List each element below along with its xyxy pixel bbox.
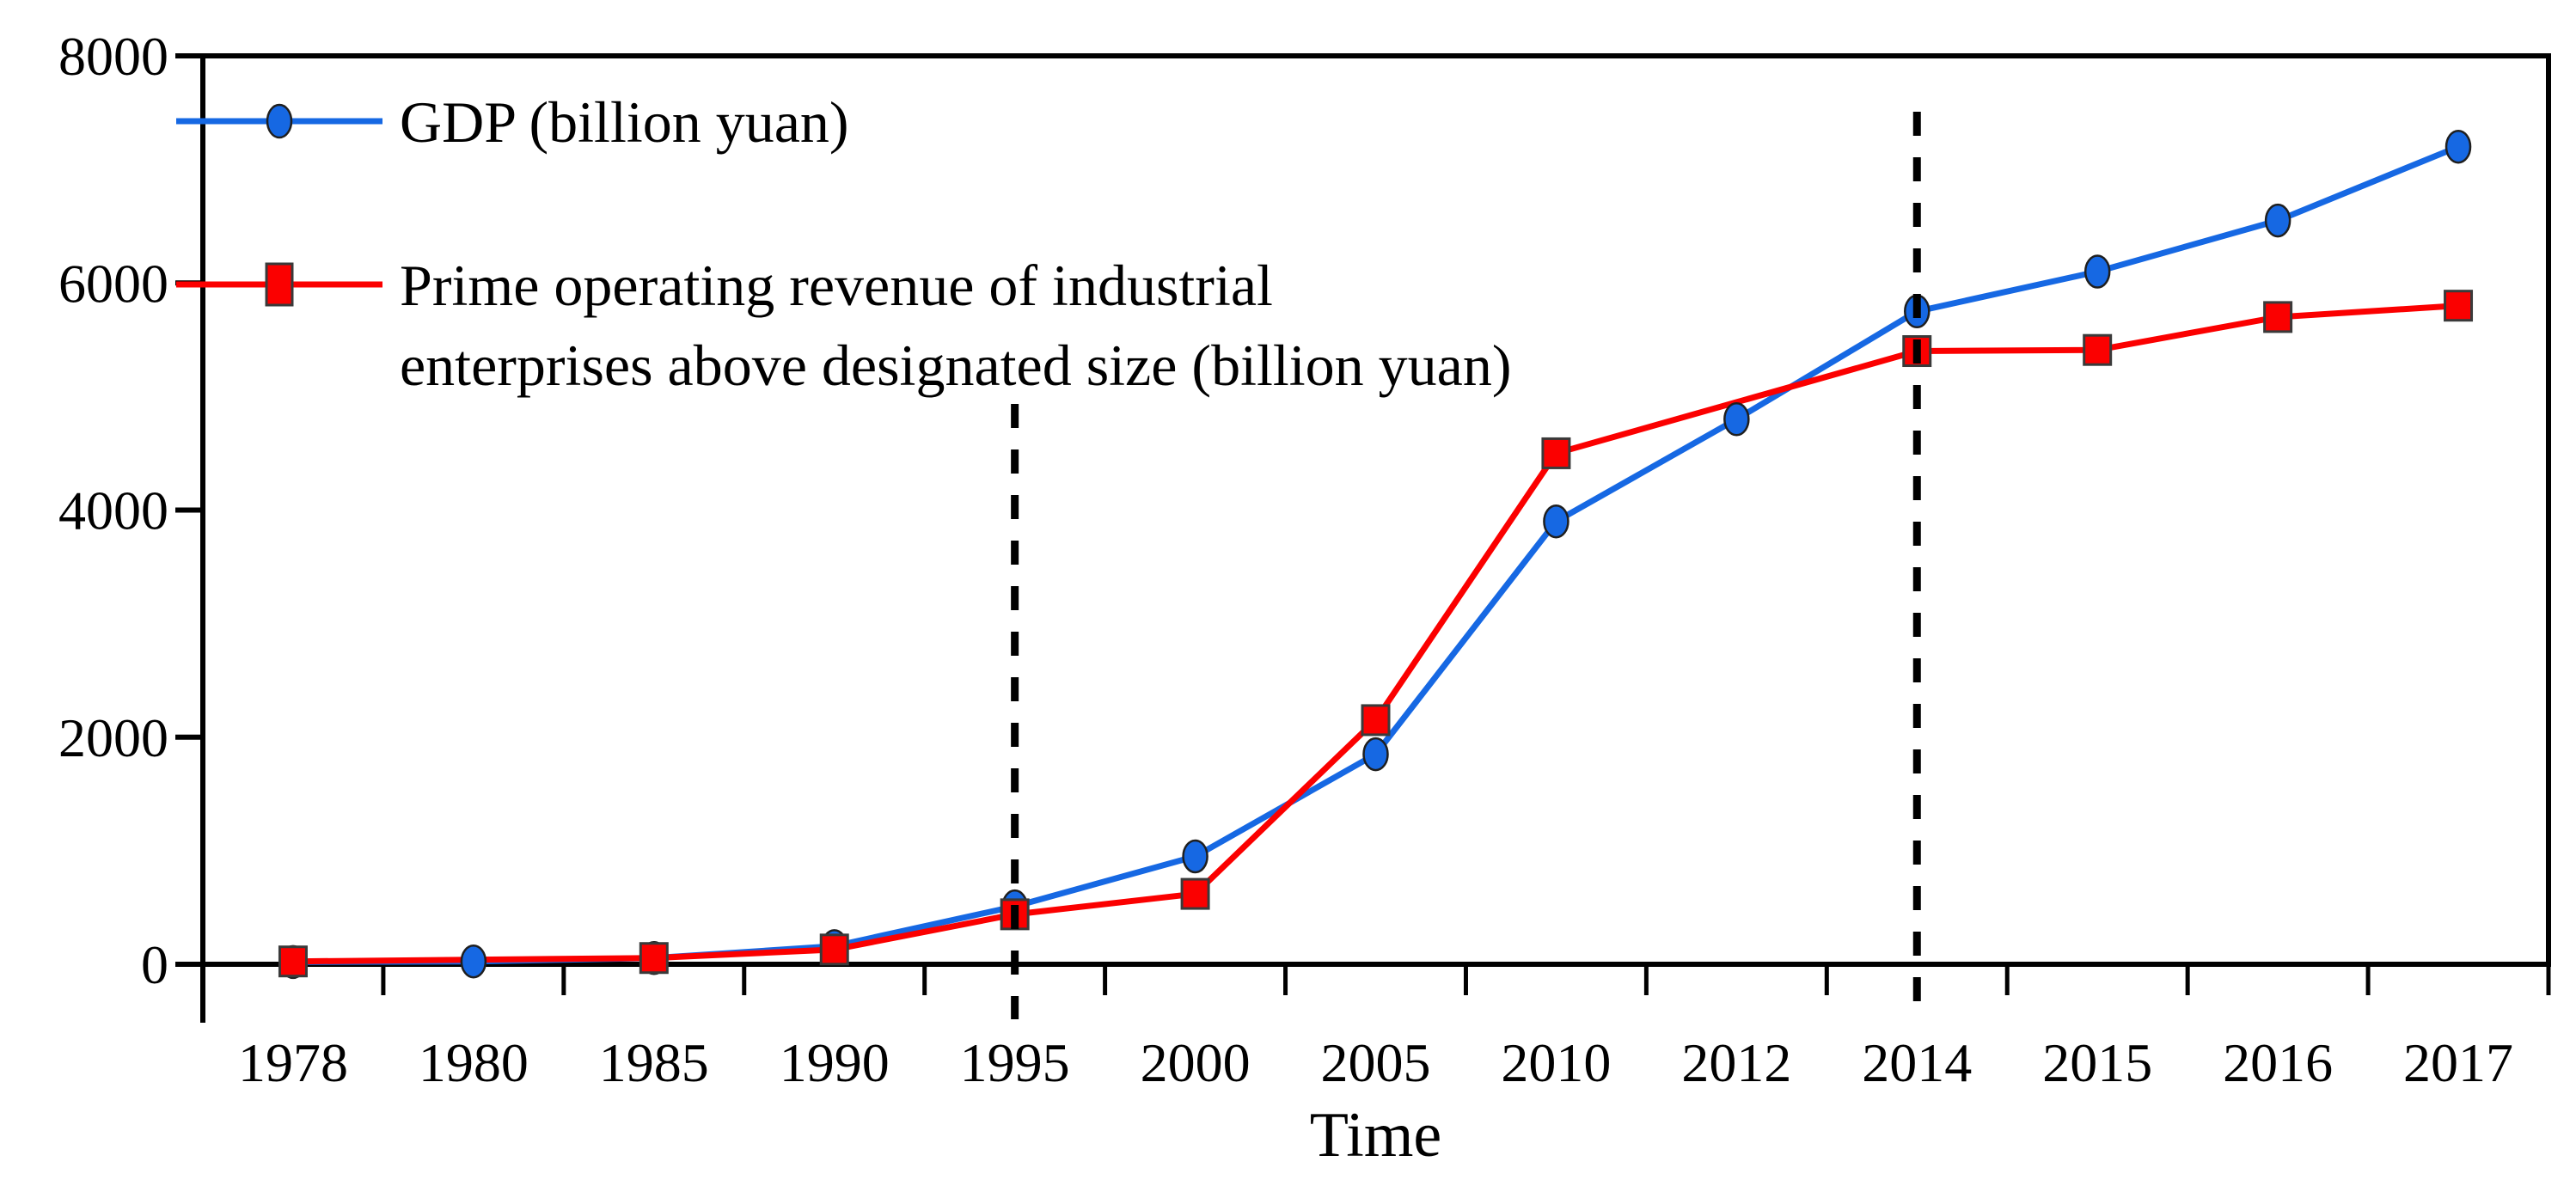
legend-label-revenue-line2: enterprises above designated size (billi… [400,333,1511,398]
series-marker-gdp [1543,504,1569,539]
series-marker-revenue [639,942,669,975]
y-axis-tick-label: 6000 [58,253,168,314]
x-axis-tick-label: 2000 [1141,1032,1251,1093]
series-marker-revenue [2444,290,2474,322]
x-axis-tick-label: 2016 [2223,1032,2333,1093]
series-marker-revenue [278,945,308,978]
series-marker-gdp [1362,737,1389,772]
x-axis-tick-label: 2010 [1501,1032,1611,1093]
series-marker-revenue [2083,333,2113,366]
y-axis-tick-label: 2000 [58,707,168,768]
legend-marker-gdp [266,103,293,139]
x-axis-tick-label: 2017 [2403,1032,2513,1093]
x-axis-tick-label: 1990 [780,1032,890,1093]
y-axis-tick-label: 8000 [58,26,168,87]
series-marker-gdp [1723,402,1750,437]
legend-label-revenue-line1: Prime operating revenue of industrial [400,253,1273,318]
series-marker-gdp [460,944,487,979]
x-axis-title: Time [1310,1100,1442,1171]
x-axis-tick-label: 1995 [960,1032,1070,1093]
x-axis-tick-label: 2005 [1321,1032,1431,1093]
x-axis-tick-label: 2014 [1862,1032,1972,1093]
series-marker-revenue [819,933,849,966]
series-marker-gdp [1182,839,1208,874]
legend-marker-revenue [265,262,294,307]
series-marker-gdp [2264,203,2291,238]
x-axis-tick-label: 2012 [1681,1032,1791,1093]
series-line-revenue [290,303,2462,965]
y-axis-tick-label: 4000 [58,480,168,541]
series-marker-revenue [1541,437,1571,469]
y-axis-tick-label: 0 [141,934,168,995]
series-marker-revenue [1180,877,1210,910]
x-axis-tick-label: 1985 [599,1032,709,1093]
legend-label-gdp: GDP (billion yuan) [400,89,849,155]
x-axis-tick-label: 1978 [238,1032,348,1093]
series-marker-revenue [1361,704,1391,737]
x-axis-tick-label: 1980 [419,1032,529,1093]
series-marker-gdp [2444,129,2472,164]
series-marker-gdp [2083,254,2111,289]
series-marker-revenue [2263,301,2293,333]
x-axis-tick-label: 2015 [2042,1032,2152,1093]
plot-border [200,53,2551,967]
